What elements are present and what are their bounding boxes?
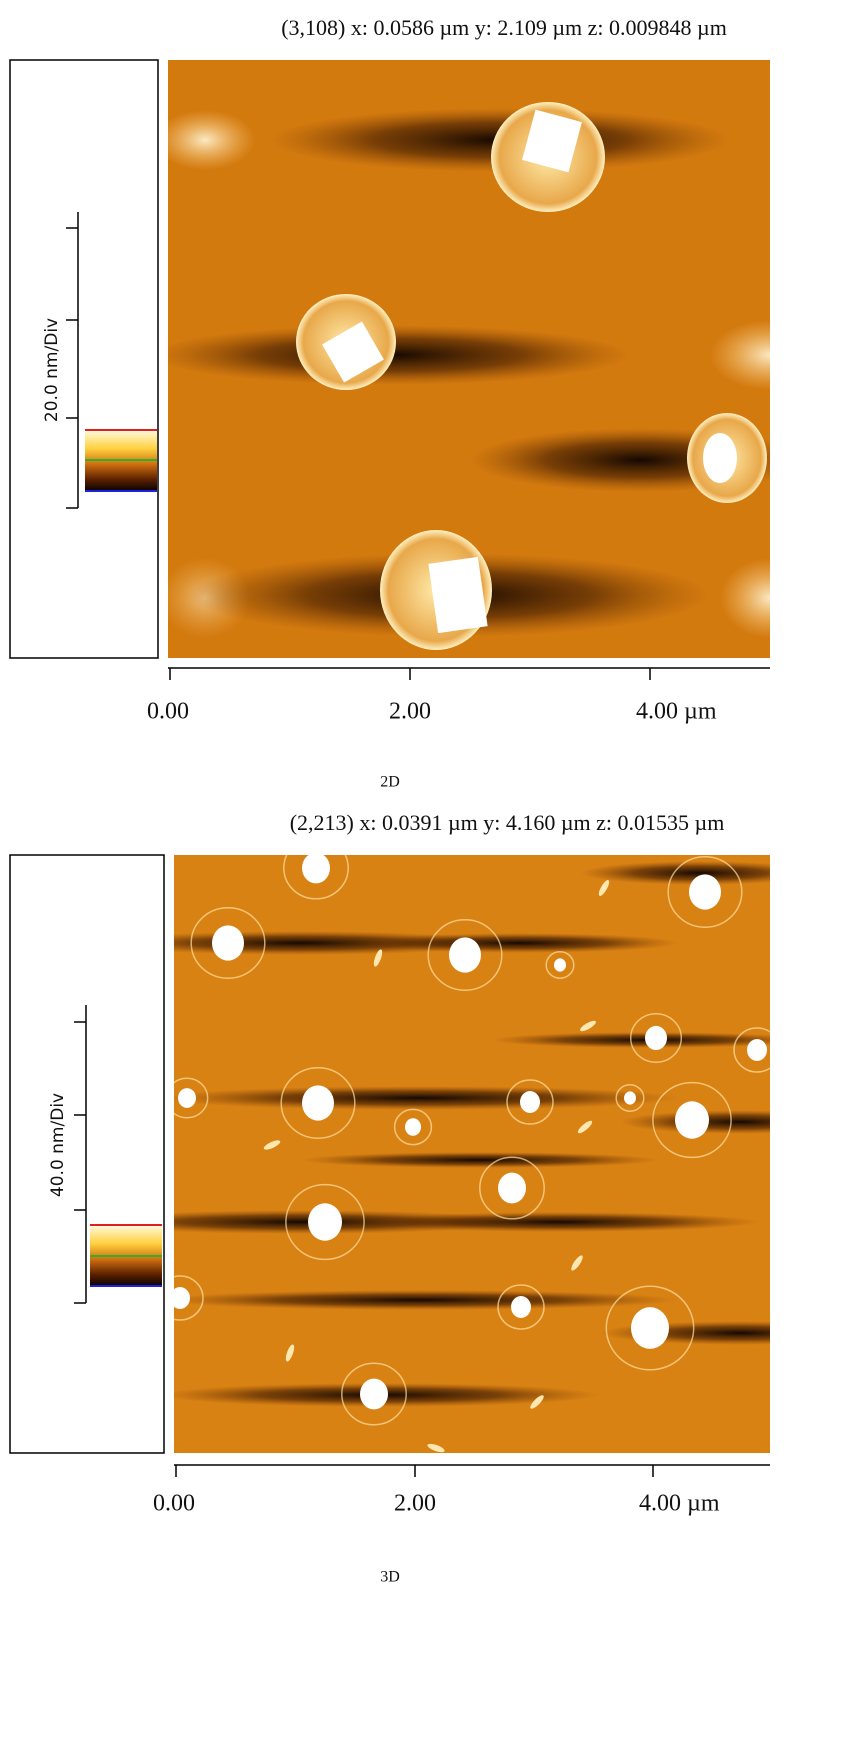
x-tick-label: 2.00 xyxy=(394,1491,436,1517)
scale-box xyxy=(10,60,158,658)
texture xyxy=(675,1101,709,1138)
texture xyxy=(160,1290,680,1310)
texture xyxy=(170,1287,190,1309)
scale-box xyxy=(10,855,164,1453)
color-bar xyxy=(85,430,157,492)
texture xyxy=(631,1307,669,1349)
texture xyxy=(520,1091,540,1113)
texture xyxy=(360,933,680,953)
x-axis xyxy=(168,668,770,680)
x-tick-label: 0.00 xyxy=(153,1491,195,1517)
texture xyxy=(160,1086,680,1110)
texture xyxy=(302,853,330,884)
scale-label: 40.0 nm/Div xyxy=(48,1093,68,1197)
caption: 2D xyxy=(380,774,400,791)
caption: 3D xyxy=(380,1569,400,1586)
texture xyxy=(689,874,721,909)
texture xyxy=(405,1118,421,1136)
texture xyxy=(178,1088,196,1108)
scale-label: 20.0 nm/Div xyxy=(42,318,62,422)
header: (3,108) x: 0.0586 µm y: 2.109 µm z: 0.00… xyxy=(281,15,727,40)
texture xyxy=(624,1091,636,1104)
x-tick-label: 0.00 xyxy=(147,699,189,725)
x-tick-label: 4.00 µm xyxy=(636,699,717,725)
color-bar xyxy=(90,1225,162,1287)
texture xyxy=(511,1296,531,1318)
afm-image xyxy=(150,60,830,658)
x-axis xyxy=(174,1465,770,1477)
figure: (3,108) x: 0.0586 µm y: 2.109 µm z: 0.00… xyxy=(0,0,854,1737)
x-tick-label: 4.00 µm xyxy=(639,1491,720,1517)
texture xyxy=(308,1203,342,1240)
texture xyxy=(300,1152,660,1168)
texture xyxy=(360,1212,760,1232)
page: (3,108) x: 0.0586 µm y: 2.109 µm z: 0.00… xyxy=(0,0,854,1737)
texture xyxy=(360,1379,388,1410)
texture xyxy=(554,958,566,971)
afm-image xyxy=(80,837,854,1454)
x-tick-label: 2.00 xyxy=(389,699,431,725)
texture xyxy=(449,937,481,972)
header: (2,213) x: 0.0391 µm y: 4.160 µm z: 0.01… xyxy=(290,810,725,835)
texture xyxy=(302,1085,334,1120)
texture xyxy=(212,925,244,960)
texture xyxy=(747,1039,767,1061)
texture xyxy=(645,1026,667,1050)
texture xyxy=(498,1173,526,1204)
